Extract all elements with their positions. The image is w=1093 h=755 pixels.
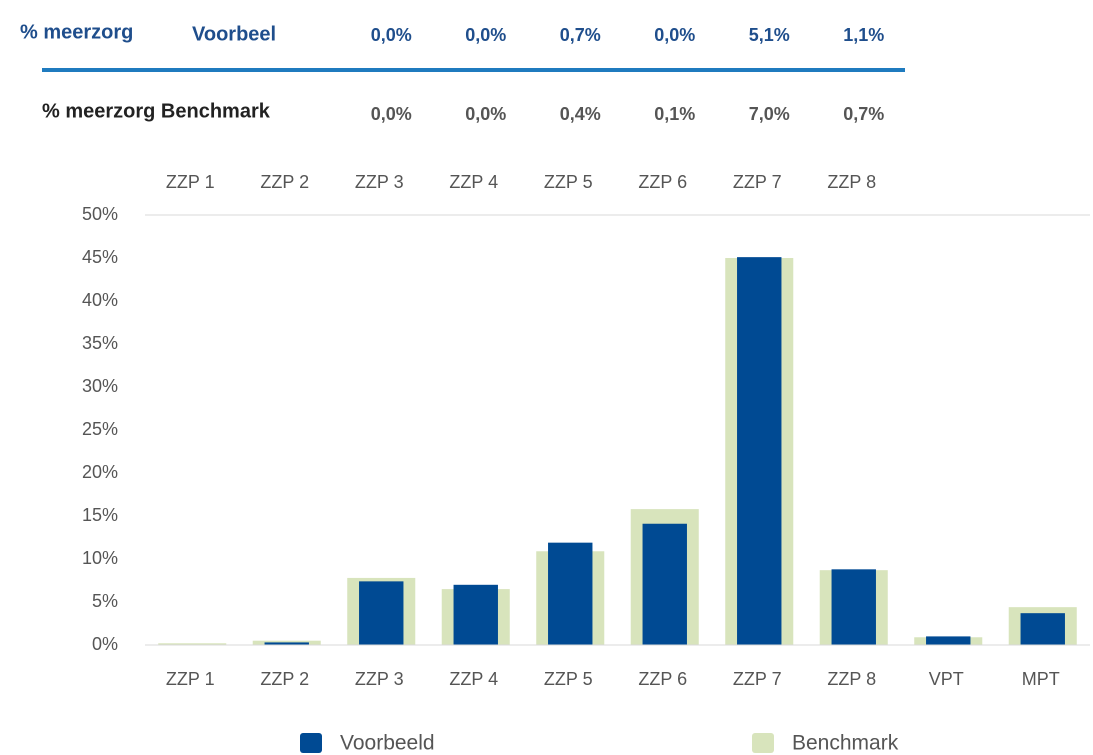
bar [926, 636, 971, 645]
cell: 0,7% [843, 104, 884, 124]
x-tick-label: ZZP 1 [166, 669, 215, 689]
y-tick-label: 35% [82, 333, 118, 353]
bar [737, 257, 782, 645]
bar [548, 542, 593, 645]
column-header: ZZP 4 [449, 172, 498, 192]
legend-swatch [752, 733, 774, 753]
column-header: ZZP 1 [166, 172, 215, 192]
y-tick-label: 45% [82, 247, 118, 267]
column-header: ZZP 7 [733, 172, 782, 192]
y-tick-label: 10% [82, 548, 118, 568]
column-header: ZZP 2 [260, 172, 309, 192]
row-label: % meerzorg [20, 21, 133, 43]
legend-label: Benchmark [792, 732, 899, 755]
x-tick-label: VPT [929, 669, 964, 689]
row-label: % meerzorg Benchmark [42, 100, 271, 122]
x-tick-label: ZZP 3 [355, 669, 404, 689]
y-tick-label: 50% [82, 204, 118, 224]
x-tick-label: ZZP 5 [544, 669, 593, 689]
y-tick-label: 20% [82, 462, 118, 482]
y-tick-label: 25% [82, 419, 118, 439]
bar [831, 569, 876, 645]
cell: 0,0% [371, 104, 412, 124]
cell: 0,7% [560, 25, 601, 45]
x-tick-label: ZZP 4 [449, 669, 498, 689]
legend-swatch [300, 733, 322, 753]
x-tick-label: MPT [1022, 669, 1060, 689]
x-tick-label: ZZP 8 [827, 669, 876, 689]
cell: 0,4% [560, 104, 601, 124]
bar [158, 643, 227, 645]
column-header: ZZP 3 [355, 172, 404, 192]
x-tick-label: ZZP 7 [733, 669, 782, 689]
cell: 1,1% [843, 25, 884, 45]
y-tick-label: 30% [82, 376, 118, 396]
cell: 0,1% [654, 104, 695, 124]
y-tick-label: 15% [82, 505, 118, 525]
y-tick-label: 5% [92, 591, 118, 611]
y-tick-label: 40% [82, 290, 118, 310]
cell: 0,0% [465, 25, 506, 45]
row-label: Voorbeel [192, 23, 276, 45]
cell: 5,1% [749, 25, 790, 45]
y-tick-label: 0% [92, 634, 118, 654]
column-header: ZZP 8 [827, 172, 876, 192]
legend-label: Voorbeeld [340, 732, 435, 755]
bar [1020, 613, 1065, 645]
bar [642, 523, 687, 645]
column-header: ZZP 6 [638, 172, 687, 192]
cell: 0,0% [465, 104, 506, 124]
x-tick-label: ZZP 6 [638, 669, 687, 689]
bar [264, 642, 309, 645]
bar [359, 581, 404, 645]
column-header: ZZP 5 [544, 172, 593, 192]
cell: 7,0% [749, 104, 790, 124]
cell: 0,0% [654, 25, 695, 45]
bar [453, 584, 498, 645]
cell: 0,0% [371, 25, 412, 45]
x-tick-label: ZZP 2 [260, 669, 309, 689]
